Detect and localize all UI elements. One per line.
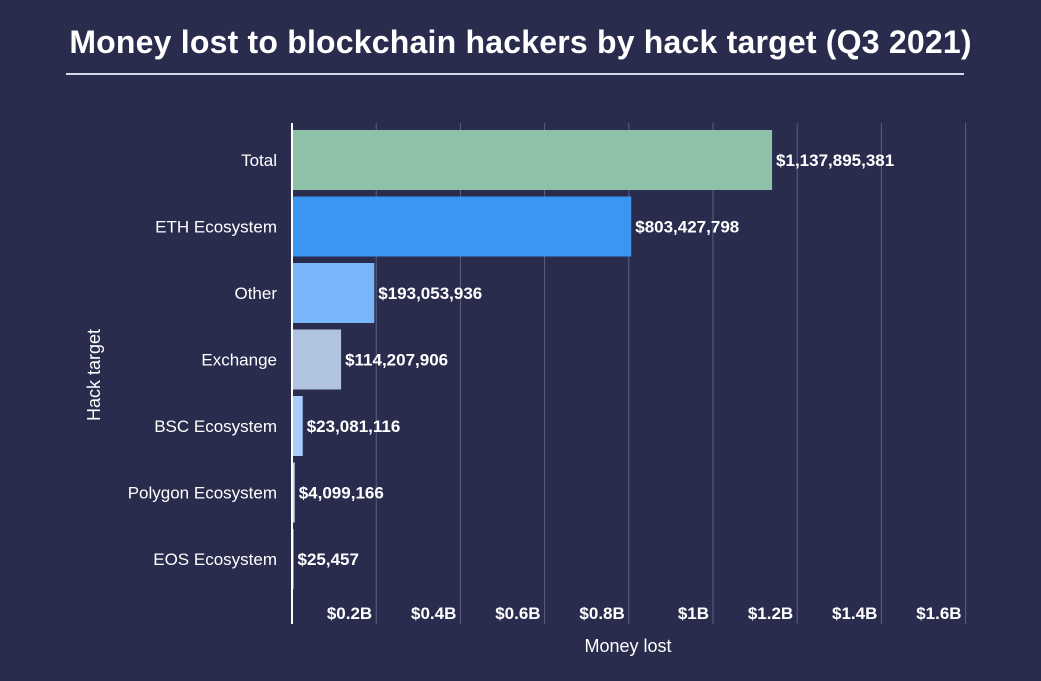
category-label: Total [241,151,277,170]
x-tick-label: $1.4B [832,604,877,623]
bar [293,396,303,456]
data-label: $803,427,798 [635,218,739,237]
category-label: BSC Ecosystem [154,417,277,436]
data-label: $114,207,906 [345,351,448,370]
x-tick-labels: $0.2B $0.4B $0.6B $0.8B $1B $1.2B $1.4B $1.6B [327,604,962,623]
x-tick-label: $0.6B [495,604,540,623]
data-label: $25,457 [298,550,359,569]
category-label: Exchange [201,351,277,370]
category-label: Other [234,284,277,303]
category-labels: Total ETH Ecosystem Other Exchange BSC Ecosy… [128,151,278,569]
x-tick-label: $1B [678,604,709,623]
data-label: $193,053,936 [378,284,482,303]
bar [293,196,632,257]
x-tick-label: $1.2B [748,604,793,623]
x-tick-label: $0.8B [579,604,624,623]
bar [293,462,295,523]
bar [293,130,773,190]
bars [293,130,773,589]
x-axis-title: Money lost [584,636,671,656]
y-axis-title: Hack target [84,329,104,421]
x-tick-label: $1.6B [916,604,961,623]
category-label: Polygon Ecosystem [128,484,277,503]
category-label: EOS Ecosystem [153,550,277,569]
data-labels: $1,137,895,381 $803,427,798 $193,053,936 $1… [298,151,895,569]
x-tick-label: $0.2B [327,604,372,623]
data-label: $23,081,116 [307,417,401,436]
bar [293,529,294,589]
bar [293,329,342,390]
x-tick-label: $0.4B [411,604,456,623]
data-label: $1,137,895,381 [776,151,894,170]
bar [293,263,375,323]
title-underline [66,73,964,75]
category-label: ETH Ecosystem [155,218,277,237]
data-label: $4,099,166 [299,484,384,503]
chart-title: Money lost to blockchain hackers by hack… [69,24,972,60]
